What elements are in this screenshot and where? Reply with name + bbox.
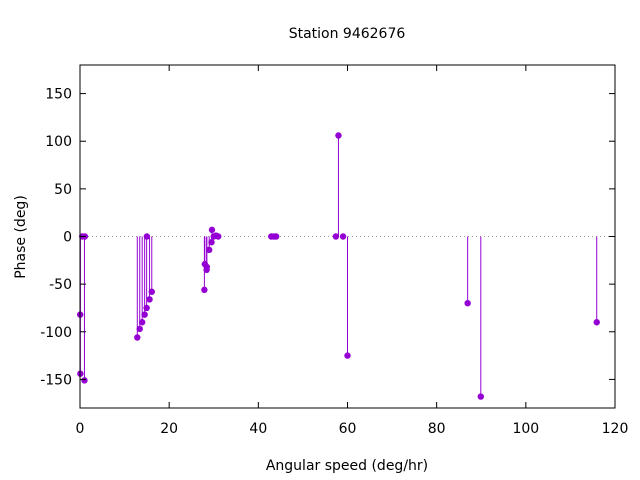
data-point-7	[138, 319, 146, 326]
y-tick-label--150: -150	[40, 372, 72, 388]
data-point-3	[81, 377, 88, 384]
data-point-11	[146, 296, 153, 303]
data-point-12	[148, 288, 155, 295]
x-tick-label-100: 100	[512, 421, 539, 437]
x-axis-ticks: 0 20 40 60 80 100 120	[76, 65, 629, 437]
data-point-22	[215, 233, 222, 240]
x-tick-label-60: 60	[339, 421, 357, 437]
data-point-13	[201, 286, 208, 294]
x-tick-label-40: 40	[249, 421, 267, 437]
y-axis-label: Phase (deg)	[13, 195, 29, 279]
data-point-28	[339, 233, 347, 240]
y-tick-label-150: 150	[45, 87, 72, 103]
x-tick-label-80: 80	[428, 421, 446, 437]
x-tick-label-20: 20	[160, 421, 178, 437]
y-tick-label--50: -50	[49, 277, 72, 293]
chart-title: Station 9462676	[289, 26, 406, 42]
y-tick-label-50: 50	[54, 182, 72, 198]
y-tick-label--100: -100	[40, 325, 72, 341]
data-point-32	[593, 319, 600, 326]
data-point-26	[332, 233, 340, 240]
y-tick-label-0: 0	[63, 230, 72, 246]
impulse-series	[76, 132, 600, 400]
data-point-29	[344, 352, 351, 359]
y-axis-ticks: -150 -100 -50 0 50 100 150	[40, 87, 615, 388]
data-point-17	[206, 246, 213, 254]
data-point-9	[143, 304, 150, 312]
x-tick-label-0: 0	[76, 421, 85, 437]
data-point-25	[272, 233, 280, 240]
x-axis-label: Angular speed (deg/hr)	[266, 458, 428, 474]
data-point-27	[335, 132, 342, 139]
data-point-18	[208, 239, 215, 246]
data-point-19	[208, 226, 216, 234]
data-point-10	[143, 233, 151, 240]
data-point-6	[136, 325, 143, 333]
data-point-31	[477, 393, 485, 400]
data-point-5	[134, 334, 141, 341]
data-point-16	[203, 263, 211, 271]
data-point-8	[141, 311, 148, 318]
data-point-30	[464, 299, 471, 307]
y-tick-label-100: 100	[45, 134, 72, 150]
x-tick-label-120: 120	[602, 421, 629, 437]
